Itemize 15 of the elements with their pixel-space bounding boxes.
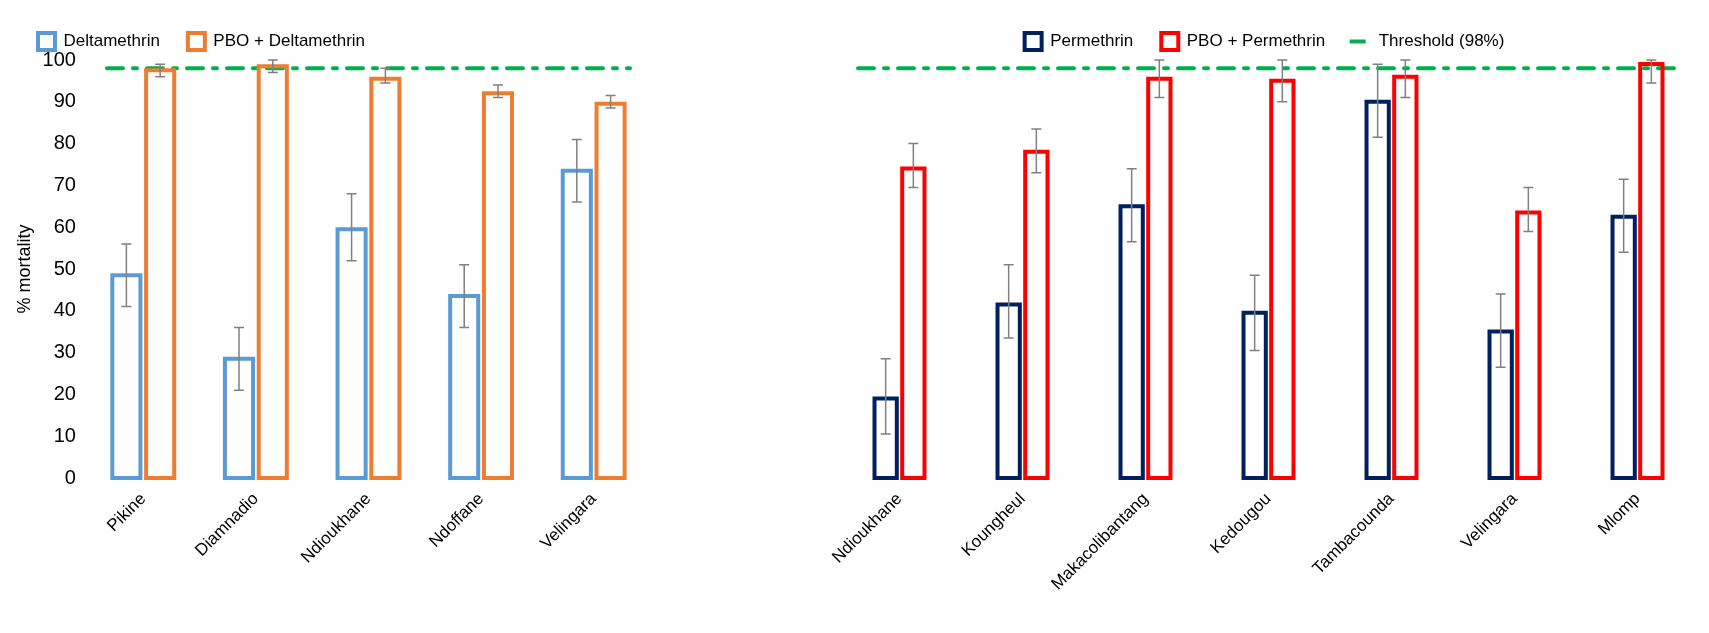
legend-label: PBO + Permethrin	[1186, 31, 1326, 51]
legend-label: Permethrin	[1050, 31, 1134, 51]
y-tick-label: 10	[53, 423, 76, 446]
y-tick-label: 80	[53, 131, 76, 154]
legend-label: Threshold (98%)	[1378, 31, 1505, 51]
y-tick-label: 40	[53, 298, 76, 321]
y-tick-label: 70	[53, 172, 76, 195]
y-tick-label: 20	[53, 381, 76, 404]
y-tick-label: 50	[53, 256, 76, 279]
y-tick-label: 90	[53, 89, 76, 112]
y-tick-label: 60	[53, 214, 76, 237]
y-axis-title: % mortality	[13, 224, 34, 314]
y-tick-label: 0	[64, 465, 76, 488]
legend-label: PBO + Deltamethrin	[213, 31, 366, 51]
y-tick-label: 30	[53, 340, 76, 363]
